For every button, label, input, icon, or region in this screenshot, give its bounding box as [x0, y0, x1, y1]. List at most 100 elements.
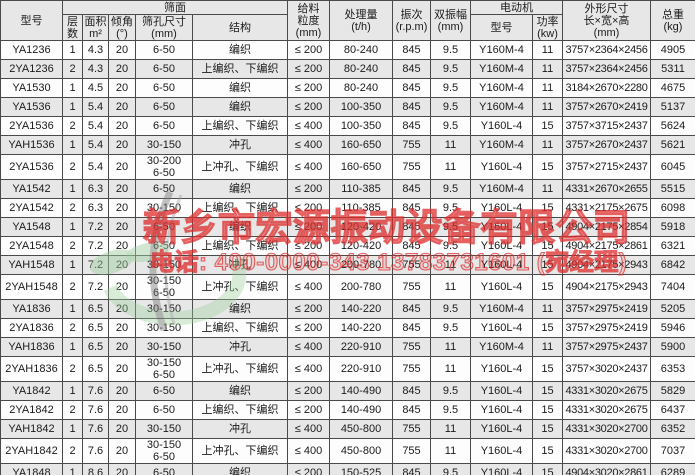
cell-structure: 编织: [192, 217, 288, 237]
cell-model: YAH1842: [0, 419, 63, 439]
table-row: 2YA1536 2 5.4 20 6-50 上编织、下编织 ≤ 400 100-…: [0, 116, 695, 136]
cell-area: 6.5: [82, 318, 109, 338]
cell-angle: 20: [108, 419, 136, 439]
cell-amplitude: 11: [430, 438, 471, 464]
cell-dimensions: 3757×2670×2437: [562, 135, 651, 155]
cell-model: 2YA1236: [0, 59, 63, 79]
cell-frequency: 755: [392, 337, 431, 357]
cell-model: 2YAH1842: [0, 438, 63, 464]
cell-angle: 20: [108, 299, 136, 319]
cell-amplitude: 9.5: [430, 318, 471, 338]
cell-dimensions: 4904×2175×2943: [562, 255, 651, 275]
cell-capacity: 110-385: [329, 179, 393, 199]
table-row: YA1848 1 8.6 20 6-50 编织 ≤ 200 150-525 84…: [0, 463, 695, 475]
cell-amplitude: 9.5: [430, 381, 471, 401]
cell-motor-model: Y160L-4: [470, 154, 533, 180]
cell-layers: 2: [62, 318, 83, 338]
cell-layers: 2: [62, 236, 83, 256]
cell-mesh-size: 30-150: [135, 135, 193, 155]
cell-power: 15: [532, 154, 563, 180]
cell-area: 5.4: [82, 154, 109, 180]
cell-mesh-size: 6-50: [135, 78, 193, 98]
cell-angle: 20: [108, 463, 136, 475]
cell-area: 4.3: [82, 59, 109, 79]
cell-model: YA1530: [0, 78, 63, 98]
cell-amplitude: 9.5: [430, 97, 471, 117]
cell-power: 15: [532, 236, 563, 256]
header-capacity: 处理量 (t/h): [329, 0, 393, 41]
cell-dimensions: 3757×2975×2419: [562, 299, 651, 319]
cell-structure: 上编织、下编织: [192, 318, 288, 338]
cell-angle: 20: [108, 179, 136, 199]
cell-capacity: 200-780: [329, 274, 393, 300]
cell-power: 11: [532, 337, 563, 357]
cell-model: YAH1836: [0, 337, 63, 357]
cell-motor-model: Y160L-4: [470, 463, 533, 475]
cell-dimensions: 3757×2975×2437: [562, 337, 651, 357]
cell-structure: 编织: [192, 78, 288, 98]
cell-layers: 1: [62, 217, 83, 237]
cell-motor-model: Y160M-4: [470, 337, 533, 357]
cell-area: 4.5: [82, 78, 109, 98]
cell-model: 2YA1536: [0, 154, 63, 180]
cell-frequency: 755: [392, 135, 431, 155]
cell-structure: 冲孔: [192, 255, 288, 275]
cell-angle: 20: [108, 198, 136, 218]
header-model: 型号: [0, 0, 63, 41]
cell-weight: 6353: [650, 356, 695, 382]
cell-structure: 上编织、下编织: [192, 400, 288, 420]
cell-area: 8.6: [82, 463, 109, 475]
cell-feed-size: ≤ 200: [287, 381, 330, 401]
table-row: 2YA1836 2 6.5 20 30-150 上编织、下编织 ≤ 200 14…: [0, 318, 695, 338]
table-row: YAH1536 1 5.4 20 30-150 冲孔 ≤ 400 160-650…: [0, 135, 695, 155]
cell-structure: 编织: [192, 97, 288, 117]
cell-model: 2YA1548: [0, 236, 63, 256]
cell-layers: 2: [62, 154, 83, 180]
cell-structure: 上冲孔、下编织: [192, 154, 288, 180]
cell-amplitude: 9.5: [430, 400, 471, 420]
cell-mesh-size: 6-50: [135, 179, 193, 199]
cell-frequency: 845: [392, 236, 431, 256]
cell-structure: 上冲孔、下编织: [192, 438, 288, 464]
cell-dimensions: 3757×2364×2456: [562, 59, 651, 79]
cell-mesh-size: 6-50: [135, 381, 193, 401]
cell-weight: 5515: [650, 179, 695, 199]
table-row: YAH1842 1 7.6 20 30-150 冲孔 ≤ 400 450-800…: [0, 419, 695, 439]
cell-capacity: 200-780: [329, 255, 393, 275]
cell-mesh-size: 6-50: [135, 463, 193, 475]
cell-frequency: 755: [392, 255, 431, 275]
cell-structure: 编织: [192, 299, 288, 319]
header-area: 面积 m²: [82, 14, 109, 41]
cell-motor-model: Y160L-4: [470, 274, 533, 300]
cell-area: 6.5: [82, 299, 109, 319]
cell-weight: 5829: [650, 381, 695, 401]
table-row: YA1236 1 4.3 20 6-50 编织 ≤ 200 80-240 845…: [0, 40, 695, 60]
cell-motor-model: Y160M-4: [470, 59, 533, 79]
cell-amplitude: 9.5: [430, 463, 471, 475]
cell-feed-size: ≤ 200: [287, 318, 330, 338]
table-row: 2YAH1842 2 7.6 20 30-150 6-50 上冲孔、下编织 ≤ …: [0, 438, 695, 464]
cell-motor-model: Y160L-4: [470, 381, 533, 401]
cell-structure: 编织: [192, 179, 288, 199]
cell-weight: 5624: [650, 116, 695, 136]
cell-layers: 2: [62, 438, 83, 464]
cell-power: 15: [532, 255, 563, 275]
cell-dimensions: 3757×3715×2437: [562, 116, 651, 136]
cell-amplitude: 11: [430, 419, 471, 439]
cell-model: YA1848: [0, 463, 63, 475]
header-dimensions: 外形尺寸 长×宽×高 (mm): [562, 0, 651, 41]
cell-weight: 5205: [650, 299, 695, 319]
cell-model: YAH1548: [0, 255, 63, 275]
cell-mesh-size: 6-50: [135, 400, 193, 420]
cell-mesh-size: 6-50: [135, 116, 193, 136]
cell-capacity: 140-490: [329, 381, 393, 401]
cell-amplitude: 11: [430, 274, 471, 300]
cell-weight: 6352: [650, 419, 695, 439]
cell-area: 5.4: [82, 97, 109, 117]
cell-area: 7.6: [82, 438, 109, 464]
cell-angle: 20: [108, 255, 136, 275]
cell-structure: 编织: [192, 40, 288, 60]
cell-feed-size: ≤ 400: [287, 337, 330, 357]
cell-motor-model: Y160L-4: [470, 217, 533, 237]
